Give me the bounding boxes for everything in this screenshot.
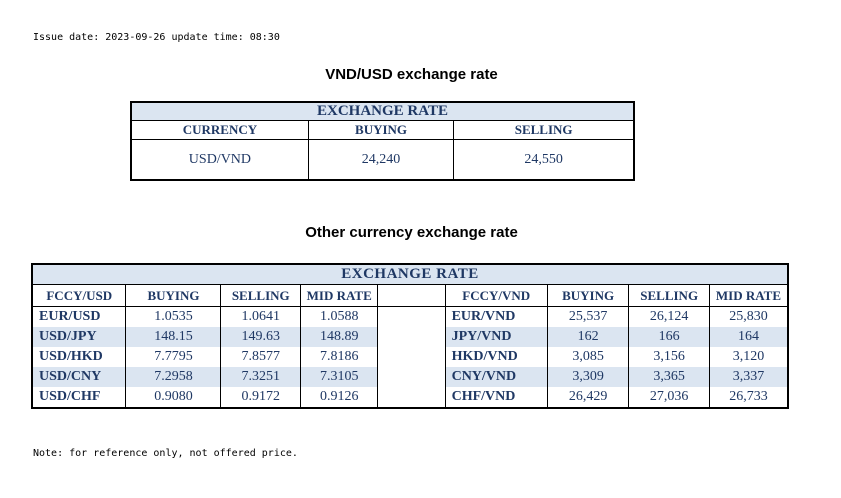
- selling-cell: 3,156: [628, 347, 710, 367]
- mid-rate-cell: 26,733: [708, 387, 788, 408]
- buying-cell: 7.7795: [125, 347, 221, 367]
- mid-rate-cell: 3,120: [708, 347, 788, 367]
- pair-cell: HKD/VND: [444, 347, 548, 367]
- pair-cell: EUR/USD: [31, 306, 126, 327]
- spacer-cell: [377, 347, 446, 367]
- selling-cell: 166: [628, 327, 710, 347]
- spacer-cell: [377, 284, 446, 307]
- column-header: SELLING: [453, 120, 635, 140]
- table-caption-row: EXCHANGE RATE: [31, 264, 788, 285]
- buying-cell: 24,240: [307, 139, 455, 181]
- buying-cell: 148.15: [125, 327, 221, 347]
- table-header-row: FCCY/USD BUYING SELLING MID RATE FCCY/VN…: [31, 284, 788, 307]
- table-caption: EXCHANGE RATE: [31, 264, 788, 285]
- mid-rate-cell: 0.9126: [299, 387, 378, 408]
- table-row: EUR/USD 1.0535 1.0641 1.0588 EUR/VND 25,…: [31, 306, 788, 327]
- table-header-row: CURRENCY BUYING SELLING: [130, 120, 635, 140]
- mid-rate-cell: 7.3105: [299, 367, 378, 387]
- mid-rate-cell: 148.89: [299, 327, 378, 347]
- selling-cell: 0.9172: [220, 387, 301, 408]
- column-header: SELLING: [628, 284, 710, 307]
- spacer-cell: [377, 367, 446, 387]
- buying-cell: 7.2958: [125, 367, 221, 387]
- column-header: MID RATE: [708, 284, 788, 307]
- issue-date-line: Issue date: 2023-09-26 update time: 08:3…: [33, 32, 280, 43]
- table-row: USD/JPY 148.15 149.63 148.89 JPY/VND 162…: [31, 327, 788, 347]
- mid-rate-cell: 1.0588: [299, 306, 378, 327]
- column-header: FCCY/VND: [444, 284, 548, 307]
- table-row: USD/CHF 0.9080 0.9172 0.9126 CHF/VND 26,…: [31, 387, 788, 408]
- buying-cell: 1.0535: [125, 306, 221, 327]
- selling-cell: 1.0641: [220, 306, 301, 327]
- vnd-usd-title: VND/USD exchange rate: [325, 66, 498, 83]
- mid-rate-cell: 164: [708, 327, 788, 347]
- column-header: SELLING: [220, 284, 301, 307]
- other-currency-table: EXCHANGE RATE FCCY/USD BUYING SELLING MI…: [31, 263, 789, 409]
- column-header: FCCY/USD: [31, 284, 126, 307]
- column-header: BUYING: [125, 284, 221, 307]
- selling-cell: 7.3251: [220, 367, 301, 387]
- selling-cell: 7.8577: [220, 347, 301, 367]
- pair-cell: EUR/VND: [444, 306, 548, 327]
- pair-cell: JPY/VND: [444, 327, 548, 347]
- buying-cell: 3,085: [546, 347, 629, 367]
- spacer-cell: [377, 327, 446, 347]
- table-caption: EXCHANGE RATE: [130, 101, 635, 121]
- table-row: USD/CNY 7.2958 7.3251 7.3105 CNY/VND 3,3…: [31, 367, 788, 387]
- selling-cell: 3,365: [628, 367, 710, 387]
- buying-cell: 0.9080: [125, 387, 221, 408]
- column-header: CURRENCY: [130, 120, 309, 140]
- vnd-usd-table: EXCHANGE RATE CURRENCY BUYING SELLING US…: [130, 101, 635, 181]
- other-currency-title: Other currency exchange rate: [305, 224, 518, 241]
- column-header: MID RATE: [299, 284, 378, 307]
- mid-rate-cell: 7.8186: [299, 347, 378, 367]
- spacer-cell: [377, 306, 446, 327]
- selling-cell: 24,550: [453, 139, 635, 181]
- pair-cell: CHF/VND: [444, 387, 548, 408]
- selling-cell: 27,036: [628, 387, 710, 408]
- mid-rate-cell: 25,830: [708, 306, 788, 327]
- currency-cell: USD/VND: [130, 139, 309, 181]
- pair-cell: USD/CNY: [31, 367, 126, 387]
- column-header: BUYING: [307, 120, 455, 140]
- pair-cell: USD/CHF: [31, 387, 126, 408]
- column-header: BUYING: [546, 284, 629, 307]
- pair-cell: USD/JPY: [31, 327, 126, 347]
- mid-rate-cell: 3,337: [708, 367, 788, 387]
- buying-cell: 25,537: [546, 306, 629, 327]
- disclaimer-note: Note: for reference only, not offered pr…: [33, 448, 298, 459]
- selling-cell: 149.63: [220, 327, 301, 347]
- pair-cell: CNY/VND: [444, 367, 548, 387]
- table-row: USD/VND 24,240 24,550: [130, 139, 635, 181]
- table-caption-row: EXCHANGE RATE: [130, 101, 635, 121]
- table-row: USD/HKD 7.7795 7.8577 7.8186 HKD/VND 3,0…: [31, 347, 788, 367]
- pair-cell: USD/HKD: [31, 347, 126, 367]
- spacer-cell: [377, 387, 446, 408]
- buying-cell: 162: [546, 327, 629, 347]
- buying-cell: 3,309: [546, 367, 629, 387]
- selling-cell: 26,124: [628, 306, 710, 327]
- buying-cell: 26,429: [546, 387, 629, 408]
